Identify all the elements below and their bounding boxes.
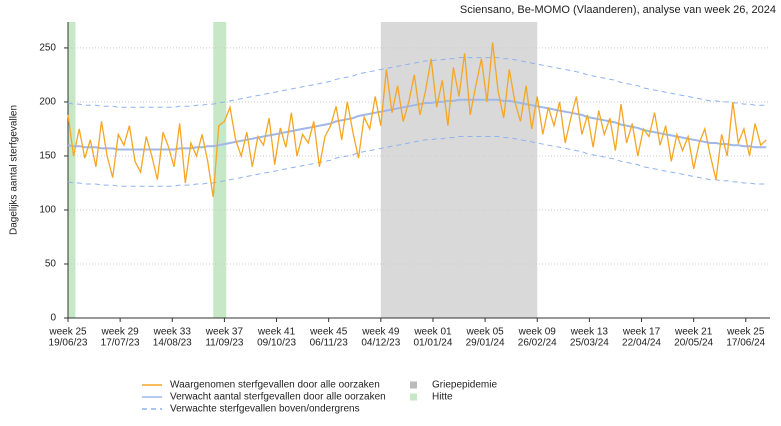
chart-title: Sciensano, Be-MOMO (Vlaanderen), analyse… xyxy=(460,4,776,16)
y-tick-label: 50 xyxy=(45,259,57,270)
legend-label: Waargenomen sterfgevallen door alle oorz… xyxy=(170,380,380,391)
x-tick-date: 06/11/23 xyxy=(310,338,349,349)
x-tick-label: week 41 xyxy=(257,327,296,338)
x-tick-date: 19/06/23 xyxy=(49,338,88,349)
x-tick-date: 11/09/23 xyxy=(205,338,244,349)
x-tick-date: 04/12/23 xyxy=(361,338,400,349)
x-tick-label: week 45 xyxy=(309,327,348,338)
bound-line xyxy=(67,136,767,187)
y-tick-label: 150 xyxy=(39,151,56,162)
x-tick-label: week 37 xyxy=(205,327,244,338)
x-tick-label: week 17 xyxy=(622,327,661,338)
y-axis-label: Dagelijks aantal sterfgevallen xyxy=(9,105,20,235)
legend-label: Verwachte sterfgevallen boven/ondergrens xyxy=(170,404,360,415)
x-tick-label: week 33 xyxy=(153,327,192,338)
x-tick-label: week 25 xyxy=(726,327,765,338)
period-band xyxy=(213,22,227,318)
x-tick-label: week 29 xyxy=(101,327,140,338)
period-band xyxy=(68,22,76,318)
x-tick-label: week 25 xyxy=(48,327,87,338)
x-tick-date: 22/04/24 xyxy=(622,338,661,349)
bound-line xyxy=(67,57,767,108)
x-tick-label: week 21 xyxy=(674,327,713,338)
legend-swatch xyxy=(410,393,417,401)
x-tick-date: 09/10/23 xyxy=(257,338,296,349)
x-tick-date: 20/05/24 xyxy=(674,338,713,349)
x-tick-date: 26/02/24 xyxy=(518,338,557,349)
x-tick-label: week 01 xyxy=(413,327,452,338)
x-tick-label: week 13 xyxy=(570,327,609,338)
x-tick-label: week 49 xyxy=(361,327,400,338)
legend-swatch xyxy=(410,381,417,389)
period-band xyxy=(380,22,538,318)
x-tick-date: 01/01/24 xyxy=(413,338,452,349)
legend-label: Hitte xyxy=(432,392,453,403)
x-tick-date: 17/07/23 xyxy=(101,338,140,349)
x-tick-date: 14/08/23 xyxy=(153,338,192,349)
y-tick-label: 200 xyxy=(39,97,56,108)
y-tick-label: 100 xyxy=(39,205,56,216)
y-tick-label: 250 xyxy=(39,43,56,54)
y-tick-label: 0 xyxy=(50,313,56,324)
series-line xyxy=(67,42,767,198)
x-tick-label: week 09 xyxy=(518,327,557,338)
x-tick-date: 29/01/24 xyxy=(466,338,505,349)
x-tick-date: 25/03/24 xyxy=(570,338,609,349)
legend-label: Verwacht aantal sterfgevallen door alle … xyxy=(170,392,386,403)
x-tick-date: 17/06/24 xyxy=(726,338,765,349)
legend-label: Griepepidemie xyxy=(432,380,497,391)
x-tick-label: week 05 xyxy=(465,327,504,338)
